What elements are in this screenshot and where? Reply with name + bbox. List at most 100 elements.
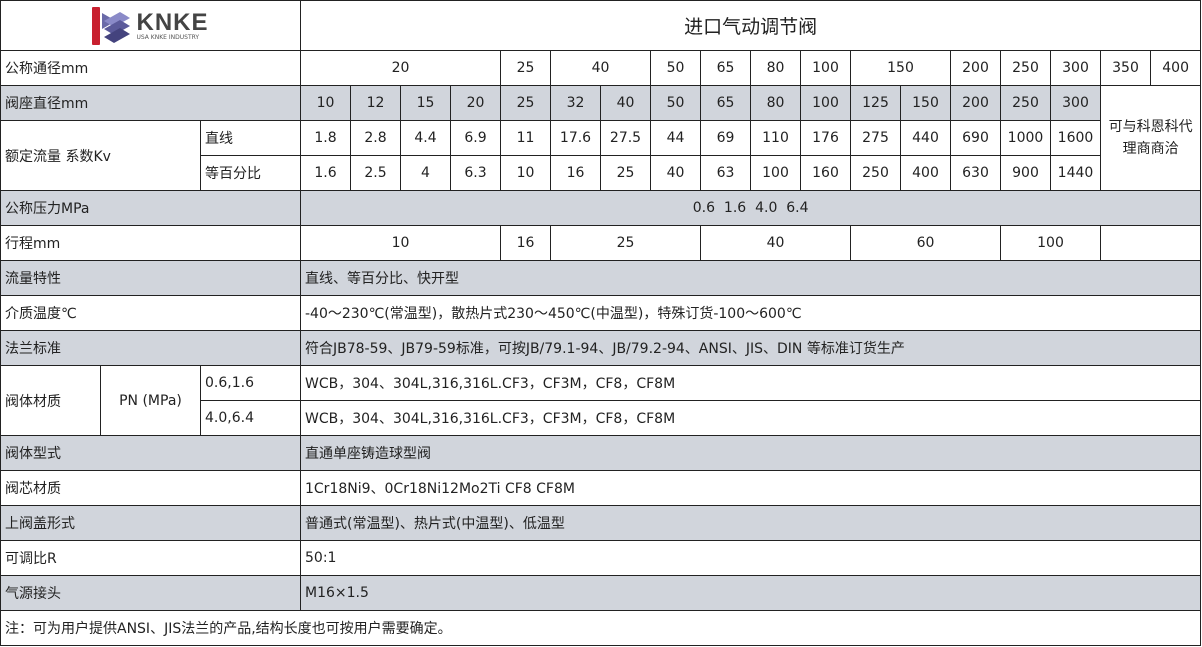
cell: 0.6 1.6 4.0 6.4 [299,190,1202,226]
cell: 630 [950,155,1001,191]
cell: 普通式(常温型)、热片式(中温型)、低温型 [299,505,1202,541]
cell: 40 [650,155,701,191]
row-label: 公称通径mm [0,50,301,86]
cell: 50 [650,85,701,121]
cell: 900 [1000,155,1051,191]
row-label: 阀座直径mm [0,85,301,121]
cell: 11 [500,120,551,156]
sub-label: 直线 [200,120,301,156]
cell: 符合JB78-59、JB79-59标准，可按JB/79.1-94、JB/79.2… [299,330,1202,366]
cell: 100 [800,50,851,86]
cell: 1600 [1050,120,1101,156]
cell: 250 [850,155,901,191]
nominal-diameter-row: 公称通径mm 20 25 40 50 65 80 100 150 200 250… [0,50,1202,86]
cell: 15 [400,85,451,121]
page-title: 进口气动调节阀 [299,0,1202,51]
cell: 25 [500,50,551,86]
cell: 1000 [1000,120,1051,156]
cell: 32 [550,85,601,121]
cell: 250 [1000,50,1051,86]
note-row: 注：可为用户提供ANSI、JIS法兰的产品,结构长度也可按用户需要确定。 [0,610,1202,646]
cell: 440 [900,120,951,156]
note: 注：可为用户提供ANSI、JIS法兰的产品,结构长度也可按用户需要确定。 [0,610,1202,646]
cell: 400 [1149,50,1202,86]
cell: 60 [850,225,1001,261]
cell: 40 [550,50,651,86]
cell-empty [1099,225,1202,261]
cell: 50:1 [299,540,1202,576]
cell: 100 [1000,225,1101,261]
cell: 50 [650,50,701,86]
cell: 44 [650,120,701,156]
row-label: 可调比R [0,540,301,576]
cell: 63 [700,155,751,191]
cell: 275 [850,120,901,156]
cell: 16 [500,225,551,261]
row-label: 额定流量 系数Kv [0,120,201,191]
cell: 65 [700,50,751,86]
cell: 2.8 [350,120,401,156]
air-conn-row: 气源接头 M16×1.5 [0,575,1202,611]
cell: 20 [300,50,501,86]
sub-label: PN (MPa) [100,365,201,436]
body-material-row: 4.0,6.4 WCB，304、304L,316,316L.CF3，CF3M，C… [1,400,1202,436]
cell: 40 [700,225,851,261]
stroke-row: 行程mm 10 16 25 40 60 100 [0,225,1202,261]
cell: 1Cr18Ni9、0Cr18Ni12Mo2Ti CF8 CF8M [299,470,1202,506]
cell: 4 [400,155,451,191]
cell: 27.5 [600,120,651,156]
cell: 176 [800,120,851,156]
cell: 160 [800,155,851,191]
cell: 300 [1050,50,1101,86]
cell: 200 [950,85,1001,121]
cell: 100 [800,85,851,121]
consult-note: 可与科恩科代理商商洽 [1099,85,1202,191]
cell: 250 [1000,85,1051,121]
temp-row: 介质温度℃ -40～230℃(常温型)，散热片式230～450℃(中温型)，特殊订… [0,295,1202,331]
cell: -40～230℃(常温型)，散热片式230～450℃(中温型)，特殊订货-100… [299,295,1202,331]
cell: 1.8 [300,120,351,156]
cell: 17.6 [550,120,601,156]
cell: 110 [750,120,801,156]
cell: 400 [900,155,951,191]
flow-char-row: 流量特性 直线、等百分比、快开型 [0,260,1202,296]
cell: 1.6 [300,155,351,191]
cell: 200 [950,50,1001,86]
flange-row: 法兰标准 符合JB78-59、JB79-59标准，可按JB/79.1-94、JB/… [0,330,1202,366]
cell: 10 [300,225,501,261]
cell: 69 [700,120,751,156]
row-label: 阀体材质 [0,365,101,436]
logo-tagline: USA KNKE INDUSTRY [136,33,200,41]
cell: M16×1.5 [299,575,1202,611]
cell: 690 [950,120,1001,156]
cell: 12 [350,85,401,121]
body-type-row: 阀体型式 直通单座铸造球型阀 [0,435,1202,471]
cell: 150 [900,85,951,121]
cell: 350 [1100,50,1151,86]
cell: 10 [500,155,551,191]
cell: 25 [600,155,651,191]
cell: 80 [750,50,801,86]
core-material-row: 阀芯材质 1Cr18Ni9、0Cr18Ni12Mo2Ti CF8 CF8M [0,470,1202,506]
cell: 25 [550,225,701,261]
cell: 2.5 [350,155,401,191]
row-label: 行程mm [0,225,301,261]
cell: 10 [300,85,351,121]
seat-diameter-row: 阀座直径mm 10 12 15 20 25 32 40 50 65 80 100 125 150 200 2… [0,85,1202,191]
cell: WCB，304、304L,316,316L.CF3，CF3M，CF8，CF8M [299,365,1202,401]
logo: KNKE USA KNKE INDUSTRY [0,0,301,51]
cell: 150 [850,50,951,86]
cell: 16 [550,155,601,191]
sub-label: 4.0,6.4 [200,400,301,436]
cell: 80 [750,85,801,121]
cell: WCB，304、304L,316,316L.CF3，CF3M，CF8，CF8M [299,400,1202,436]
row-label: 流量特性 [0,260,301,296]
row-label: 介质温度℃ [0,295,301,331]
body-material-row: 阀体材质 PN (MPa) 0.6,1.6 WCB，304、304L,316,3… [0,365,1202,436]
cell: 1440 [1050,155,1101,191]
cell: 125 [850,85,901,121]
cell: 6.3 [450,155,501,191]
pressure-row: 公称压力MPa 0.6 1.6 4.0 6.4 [0,190,1202,226]
logo-brand: KNKE [136,8,209,36]
